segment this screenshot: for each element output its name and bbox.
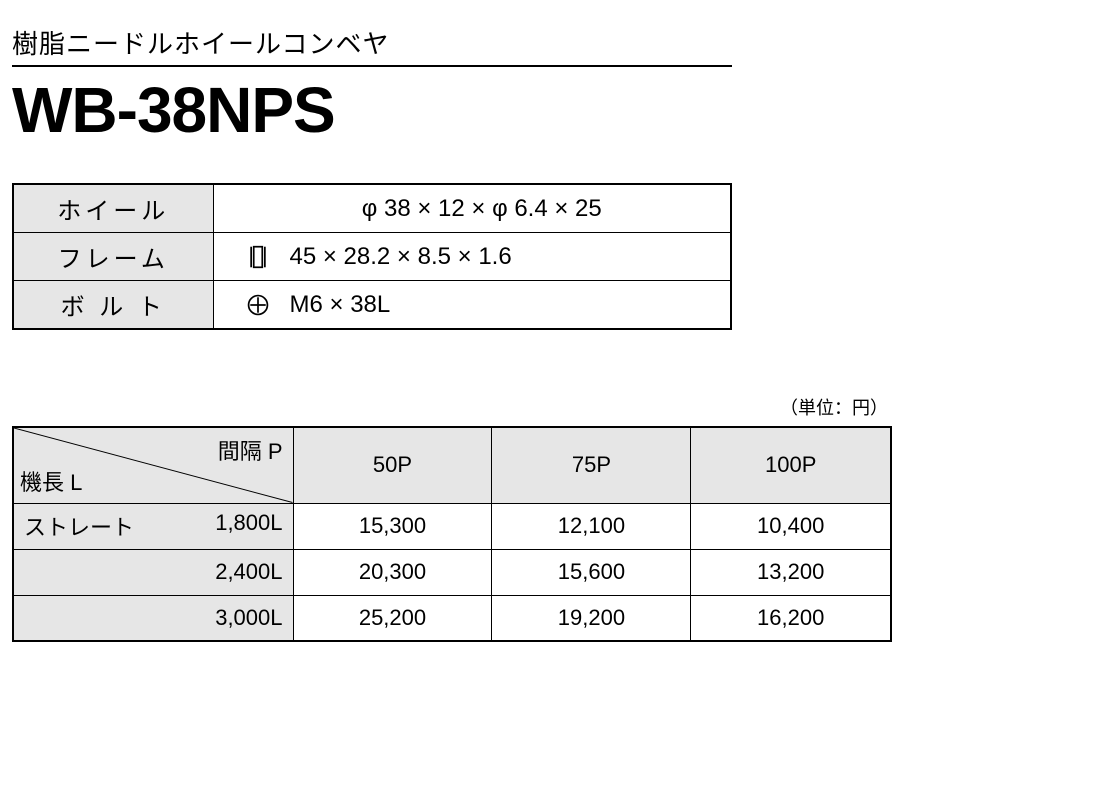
price-col-header: 50P (293, 427, 492, 503)
diag-bottom-label: 機長 L (20, 465, 82, 497)
row-length: 3,000L (24, 605, 283, 631)
price-cell: 19,200 (492, 595, 691, 641)
spec-value-cell: M6 × 38L (213, 281, 731, 330)
price-cell: 25,200 (293, 595, 492, 641)
spec-value: 45 × 28.2 × 8.5 × 1.6 (290, 243, 512, 271)
row-label-cell: 2,400L (13, 549, 293, 595)
spec-table: ホイール φ 38 × 12 × φ 6.4 × 25 フレーム (12, 183, 732, 330)
price-cell: 16,200 (691, 595, 891, 641)
price-table: 間隔 P 機長 L 50P 75P 100P ストレート 1,800L 15,3… (12, 426, 892, 642)
diagonal-header-cell: 間隔 P 機長 L (13, 427, 293, 503)
table-row: 3,000L 25,200 19,200 16,200 (13, 595, 891, 641)
row-length: 1,800L (134, 510, 282, 542)
price-cell: 12,100 (492, 503, 691, 549)
row-label-cell: ストレート 1,800L (13, 503, 293, 549)
spec-value-cell: 45 × 28.2 × 8.5 × 1.6 (213, 233, 731, 281)
diag-top-label: 間隔 P (218, 434, 283, 466)
price-col-header: 100P (691, 427, 891, 503)
spec-value: φ 38 × 12 × φ 6.4 × 25 (362, 195, 602, 223)
price-cell: 15,600 (492, 549, 691, 595)
product-subtitle: 樹脂ニードルホイールコンベヤ (12, 24, 732, 61)
spec-label: フレーム (13, 233, 213, 281)
price-cell: 10,400 (691, 503, 891, 549)
unit-note: （単位：円） (12, 394, 892, 420)
row-label-cell: 3,000L (13, 595, 293, 641)
price-cell: 13,200 (691, 549, 891, 595)
spec-value: M6 × 38L (290, 291, 391, 319)
product-title: WB-38NPS (12, 73, 732, 147)
spec-label: ホイール (13, 184, 213, 233)
row-group-label: ストレート (24, 510, 134, 542)
table-row: 2,400L 20,300 15,600 13,200 (13, 549, 891, 595)
spec-value-cell: φ 38 × 12 × φ 6.4 × 25 (213, 184, 731, 233)
spec-row-wheel: ホイール φ 38 × 12 × φ 6.4 × 25 (13, 184, 731, 233)
title-divider (12, 65, 732, 67)
price-col-header: 75P (492, 427, 691, 503)
spec-label: ボ ル ト (13, 281, 213, 330)
channel-icon (244, 243, 272, 271)
table-row: ストレート 1,800L 15,300 12,100 10,400 (13, 503, 891, 549)
spec-row-frame: フレーム 45 × 28.2 × 8.5 × 1.6 (13, 233, 731, 281)
price-cell: 15,300 (293, 503, 492, 549)
bolt-head-icon (244, 291, 272, 319)
spec-row-bolt: ボ ル ト M6 × 38L (13, 281, 731, 330)
price-cell: 20,300 (293, 549, 492, 595)
row-length: 2,400L (24, 559, 283, 585)
